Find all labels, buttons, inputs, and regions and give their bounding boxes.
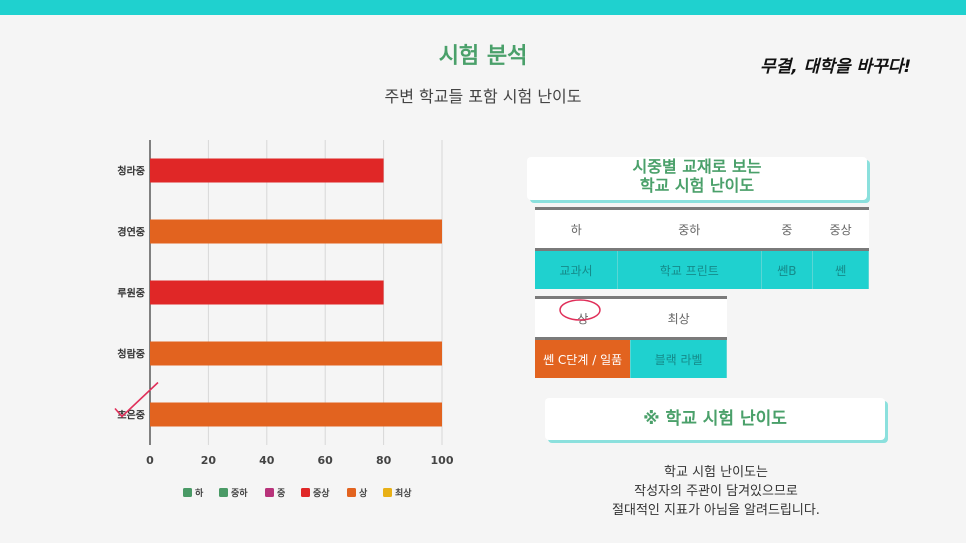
textbook-card-line1: 시중별 교재로 보는	[632, 157, 762, 176]
legend-label: 중상	[313, 487, 330, 499]
x-tick-label: 0	[146, 454, 154, 467]
category-label: 청라중	[117, 165, 145, 178]
category-label: 루원중	[117, 287, 145, 300]
bar	[150, 158, 384, 183]
legend-label: 중	[277, 488, 285, 499]
level-header-row: 상 최상	[535, 296, 727, 340]
note-line3: 절대적인 지표가 아님을 알려드립니다.	[612, 503, 820, 518]
level-cell: 하	[535, 207, 618, 251]
legend-swatch	[301, 488, 310, 497]
level-cell: 중상	[812, 207, 869, 251]
textbook-cell: 쎈B	[761, 249, 814, 289]
textbook-cell: 블랙 라벨	[630, 338, 727, 378]
difficulty-table-2: 상 최상 쎈 C단계 / 일품 블랙 라벨	[535, 296, 727, 378]
textbook-cell-highlighted: 쎈 C단계 / 일품	[535, 338, 632, 378]
level-cell: 최상	[630, 296, 727, 340]
page-title: 시험 분석	[438, 44, 528, 69]
x-tick-label: 40	[259, 454, 275, 467]
level-label: 상	[577, 311, 589, 326]
bar	[150, 280, 384, 305]
textbook-cell: 쎈	[812, 249, 869, 289]
bar	[150, 219, 442, 244]
textbook-row: 교과서 학교 프린트 쎈B 쎈	[535, 249, 869, 289]
textbook-cell: 교과서	[535, 249, 618, 289]
textbook-card-line2: 학교 시험 난이도	[639, 176, 755, 195]
category-label: 초은중	[117, 409, 145, 422]
check-mark-icon	[114, 381, 159, 418]
x-tick-label: 80	[376, 454, 392, 467]
legend-label: 중하	[231, 487, 248, 499]
x-tick-label: 100	[431, 454, 454, 467]
textbook-row: 쎈 C단계 / 일품 블랙 라벨	[535, 338, 727, 378]
legend-label: 상	[359, 487, 368, 499]
bar	[150, 341, 442, 366]
legend-swatch	[383, 488, 392, 497]
bar	[150, 402, 442, 427]
textbook-cell: 학교 프린트	[617, 249, 762, 289]
level-header-row: 하 중하 중 중상	[535, 207, 869, 251]
top-accent-bar	[0, 0, 966, 15]
category-label: 경연중	[117, 226, 145, 239]
school-difficulty-card: ※ 학교 시험 난이도	[545, 398, 885, 440]
legend-swatch	[219, 488, 228, 497]
legend-swatch	[265, 488, 274, 497]
category-label: 청람중	[117, 348, 145, 361]
slogan-signature: 무결, 대학을 바꾸다!	[760, 57, 912, 77]
note-line2: 작성자의 주관이 담겨있으므로	[634, 484, 798, 499]
note-line1: 학교 시험 난이도는	[664, 465, 768, 480]
legend-swatch	[183, 488, 192, 497]
legend-swatch	[347, 488, 356, 497]
page-subtitle: 주변 학교들 포함 시험 난이도	[384, 87, 582, 106]
circled-level: 상	[559, 298, 602, 327]
textbook-difficulty-card: 시중별 교재로 보는 학교 시험 난이도	[527, 157, 867, 200]
circle-mark	[559, 298, 602, 321]
level-cell: 중	[761, 207, 813, 251]
difficulty-table-1: 하 중하 중 중상 교과서 학교 프린트 쎈B 쎈	[535, 207, 869, 289]
legend-label: 하	[195, 487, 204, 499]
x-tick-label: 60	[318, 454, 334, 467]
legend-label: 최상	[395, 487, 412, 499]
level-cell-highlighted: 상	[535, 296, 631, 340]
level-cell: 중하	[617, 207, 762, 251]
x-tick-label: 20	[201, 454, 217, 467]
disclaimer-note: 학교 시험 난이도는 작성자의 주관이 담겨있으므로 절대적인 지표가 아님을 …	[566, 463, 866, 520]
